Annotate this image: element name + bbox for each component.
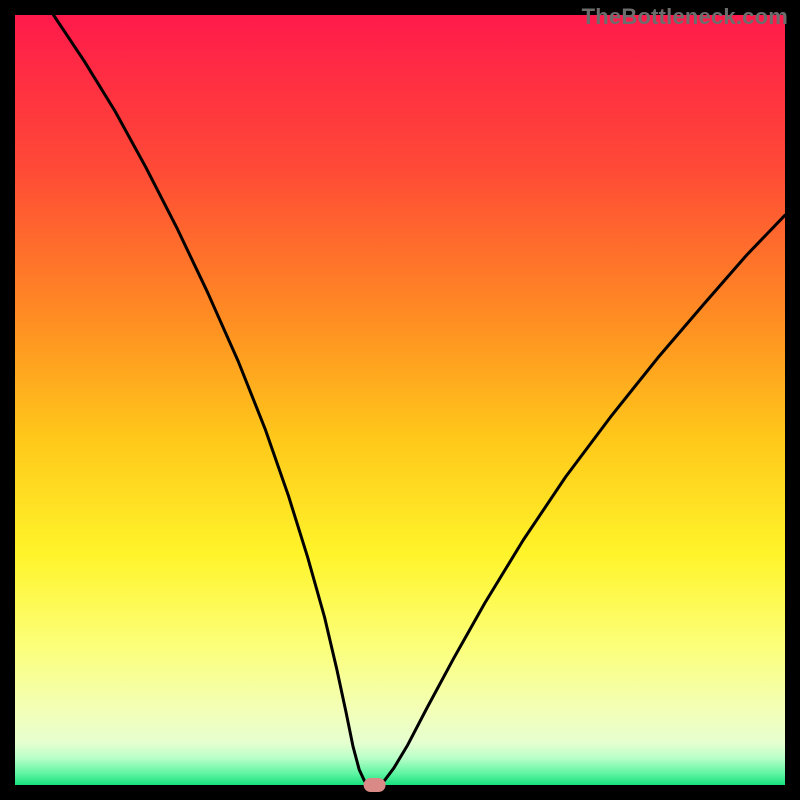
plot-background-gradient bbox=[15, 15, 785, 785]
optimal-point-marker bbox=[364, 778, 386, 792]
watermark-text: TheBottleneck.com bbox=[582, 4, 788, 30]
bottleneck-chart bbox=[0, 0, 800, 800]
chart-container: TheBottleneck.com bbox=[0, 0, 800, 800]
